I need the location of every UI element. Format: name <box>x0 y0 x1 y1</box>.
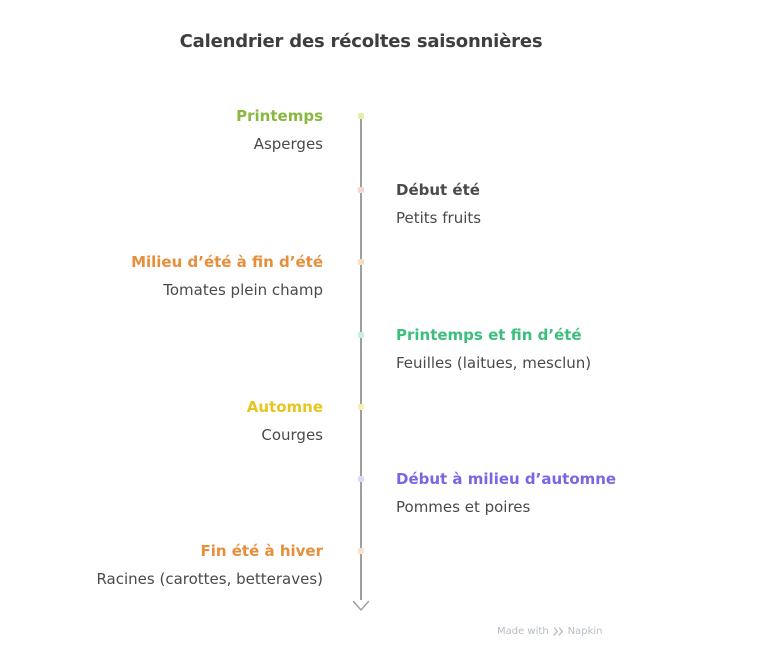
timeline-line <box>360 116 362 600</box>
item-label: Racines (carottes, betteraves) <box>96 570 323 588</box>
season-label: Milieu d’été à fin d’été <box>131 253 323 271</box>
season-label: Début été <box>396 181 480 199</box>
item-label: Pommes et poires <box>396 498 531 516</box>
season-label: Fin été à hiver <box>200 542 323 560</box>
season-label: Début à milieu d’automne <box>396 470 617 488</box>
brand-label: Napkin <box>567 626 603 637</box>
season-label: Automne <box>246 398 323 416</box>
timeline-dot <box>358 404 364 410</box>
season-label: Printemps <box>236 107 323 125</box>
timeline-entry-debut-automne: Début à milieu d’automne Pommes et poire… <box>396 468 616 518</box>
timeline-dot <box>358 476 364 482</box>
made-with-napkin-badge[interactable]: Made with Napkin <box>497 626 603 637</box>
season-label: Printemps et fin d’été <box>396 326 582 344</box>
napkin-logo-icon <box>553 627 563 636</box>
item-label: Courges <box>261 426 323 444</box>
page-title: Calendrier des récoltes saisonnières <box>179 31 543 52</box>
made-with-label: Made with <box>497 626 549 637</box>
item-label: Petits fruits <box>396 209 482 227</box>
timeline-entry-printemps: Printemps Asperges <box>236 105 323 155</box>
arrow-down-icon <box>352 600 370 611</box>
timeline-entry-fin-ete-hiver: Fin été à hiver Racines (carottes, bette… <box>96 540 323 590</box>
timeline-dot <box>358 187 364 193</box>
timeline-dot <box>358 259 364 265</box>
item-label: Feuilles (laitues, mesclun) <box>396 354 592 372</box>
timeline-entry-debut-ete: Début été Petits fruits <box>396 179 481 229</box>
timeline-dot <box>358 332 364 338</box>
item-label: Tomates plein champ <box>163 281 323 299</box>
timeline-dot <box>358 548 364 554</box>
timeline-dot <box>358 113 364 119</box>
timeline-entry-printemps-fin-ete: Printemps et fin d’été Feuilles (laitues… <box>396 324 591 374</box>
timeline-entry-milieu-ete: Milieu d’été à fin d’été Tomates plein c… <box>131 251 323 301</box>
item-label: Asperges <box>253 135 323 153</box>
timeline-entry-automne: Automne Courges <box>247 396 323 446</box>
